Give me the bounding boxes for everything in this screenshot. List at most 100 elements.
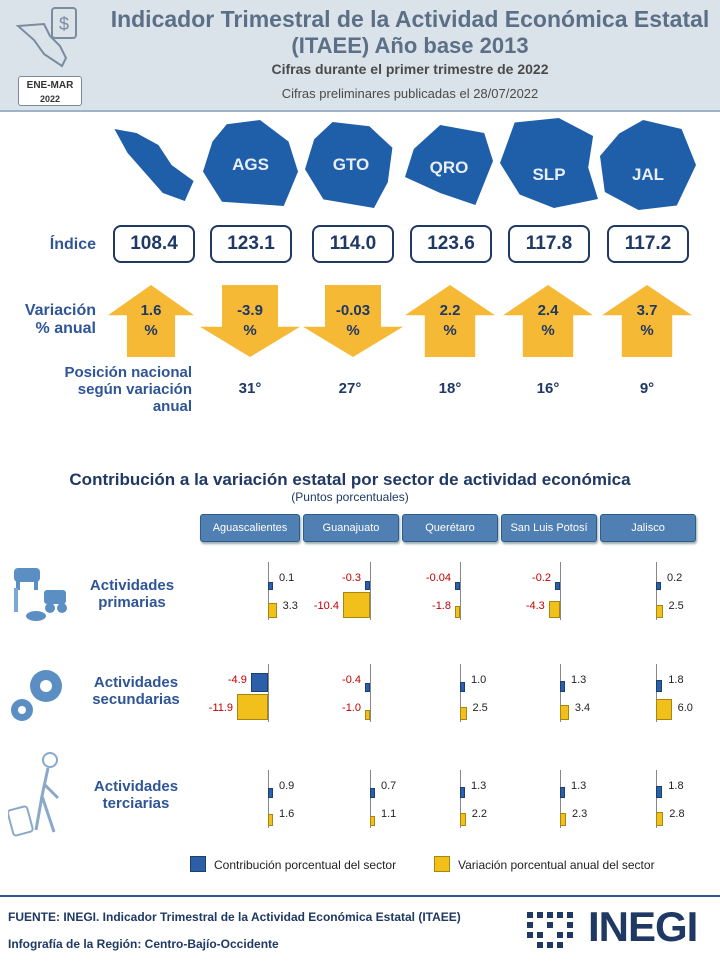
- indice-slp: 117.8: [508, 225, 590, 263]
- variacion-label-2: % anual: [35, 320, 96, 337]
- gears-icon: [8, 660, 70, 726]
- variacion-bar: [548, 600, 560, 618]
- tab-aguascalientes: Aguascalientes: [200, 514, 300, 542]
- variacion-slp: 2.4: [537, 302, 559, 319]
- pct-sign: %: [346, 322, 360, 339]
- sector-terciarias: Actividades terciarias: [93, 778, 179, 812]
- contrib-bar: [555, 581, 560, 590]
- map-jal-label: JAL: [631, 165, 665, 184]
- legend-contrib-label: Contribución porcentual del sector: [214, 858, 397, 872]
- contrib-bar: [560, 681, 565, 692]
- contrib-bar-label: 0.2: [667, 572, 683, 584]
- indice-gto: 114.0: [312, 225, 394, 263]
- variacion-bar-label: -1.0: [342, 702, 361, 714]
- indice-qro: 123.6: [410, 225, 492, 263]
- badge-year: 2022: [39, 94, 61, 104]
- tab-san-luis-potosi: San Luis Potosí: [501, 514, 597, 542]
- badge-period: ENE-MAR: [26, 80, 74, 91]
- variacion-bar-label: 6.0: [677, 702, 693, 714]
- contrib-bar: [460, 787, 465, 798]
- contrib-title: Contribución a la variación estatal por …: [69, 470, 631, 489]
- variacion-qro: 2.2: [439, 302, 461, 319]
- indice-label: Índice: [49, 236, 96, 253]
- pct-sign: %: [640, 322, 654, 339]
- map-slp-label: SLP: [532, 165, 566, 184]
- variacion-ags: -3.9: [237, 302, 263, 319]
- traveler-icon: [6, 750, 70, 838]
- svg-text:$: $: [59, 14, 69, 34]
- tab-guanajuato: Guanajuato: [303, 514, 399, 542]
- bar-axis: [370, 664, 371, 722]
- indice-nacional: 108.4: [113, 225, 195, 263]
- variacion-jal: 3.7: [636, 302, 658, 319]
- contrib-bar: [370, 788, 375, 798]
- bar-axis: [268, 664, 269, 722]
- posicion-jal: 9°: [639, 380, 655, 397]
- variacion-bar: [268, 602, 277, 618]
- variacion-label: Variación: [24, 302, 96, 319]
- variacion-bar-label: -1.8: [432, 600, 451, 612]
- contrib-bar-label: -0.4: [342, 674, 361, 686]
- bar-axis: [560, 664, 561, 722]
- header-icon: $: [14, 6, 94, 74]
- variacion-bar: [342, 592, 370, 618]
- sector-primarias: Actividades primarias: [89, 577, 175, 611]
- bar-axis: [370, 770, 371, 828]
- contrib-bar: [268, 788, 273, 798]
- variacion-gto: -0.03: [335, 302, 371, 319]
- variacion-bar-label: 2.5: [668, 600, 684, 612]
- variacion-bar-label: -4.3: [525, 600, 545, 612]
- sector-secundarias: Actividades secundarias: [92, 674, 180, 708]
- variacion-bar: [365, 709, 370, 720]
- variacion-bar: [268, 814, 273, 826]
- variacion-bar: [656, 604, 663, 618]
- tab-queretaro: Querétaro: [402, 514, 498, 542]
- contrib-bar: [455, 581, 460, 590]
- variacion-bar-label: 2.8: [669, 808, 685, 820]
- date-badge: [18, 76, 82, 106]
- contrib-bars: 0.1 3.3 -0.3 -10.4 -0.04 -1.8 -0.2 -4.3 0.2 2.5 -4…: [208, 562, 693, 828]
- bar-axis: [460, 770, 461, 828]
- prelim-note: Cifras preliminares publicadas el 28/07/…: [281, 86, 539, 101]
- pct-sign: %: [144, 322, 158, 339]
- variacion-bar: [560, 812, 566, 826]
- bar-axis: [460, 664, 461, 722]
- contrib-bar: [365, 683, 370, 692]
- variacion-bar: [656, 698, 672, 720]
- contrib-bar-label: 1.8: [668, 780, 684, 792]
- legend-contrib-swatch: [190, 856, 206, 872]
- contrib-bar-label: 0.1: [279, 572, 295, 584]
- contrib-bar-label: 1.3: [571, 780, 587, 792]
- page-subtitle: Cifras durante el primer trimestre de 20…: [271, 61, 549, 77]
- map-ags-label: AGS: [232, 155, 269, 174]
- agriculture-icon: [10, 562, 72, 624]
- contrib-bar: [656, 581, 661, 590]
- page-title-line2: (ITAEE) Año base 2013: [291, 33, 529, 58]
- posicion-ags: 31°: [238, 380, 262, 397]
- contrib-bar-label: 0.7: [381, 780, 397, 792]
- contrib-bar-label: 0.9: [279, 780, 295, 792]
- posicion-slp: 16°: [536, 380, 560, 397]
- footer-divider: [0, 895, 720, 897]
- variacion-bar-label: -11.9: [208, 702, 234, 714]
- pct-sign: %: [443, 322, 457, 339]
- legend-variacion-swatch: [434, 856, 450, 872]
- bar-axis: [656, 770, 657, 828]
- header-banner: [0, 0, 720, 112]
- variacion-nacional: 1.6: [140, 302, 162, 319]
- variacion-bar: [460, 706, 467, 720]
- contrib-bar-label: -4.9: [227, 674, 247, 686]
- inegi-logo-text: INEGI: [588, 903, 698, 950]
- bar-axis: [370, 562, 371, 620]
- variacion-bar-label: -10.4: [313, 600, 339, 612]
- variacion-bar: [560, 704, 569, 720]
- bar-axis: [460, 562, 461, 620]
- contrib-bar: [268, 581, 273, 590]
- contrib-bar: [460, 681, 465, 692]
- footer-source: FUENTE: INEGI. Indicador Trimestral de l…: [8, 910, 461, 924]
- contrib-bar-label: 1.8: [668, 674, 684, 686]
- map-gto-label: GTO: [332, 155, 370, 174]
- map-qro-label: QRO: [429, 158, 469, 177]
- contrib-bar-label: 1.3: [471, 780, 487, 792]
- contrib-bar-label: -0.04: [425, 572, 451, 584]
